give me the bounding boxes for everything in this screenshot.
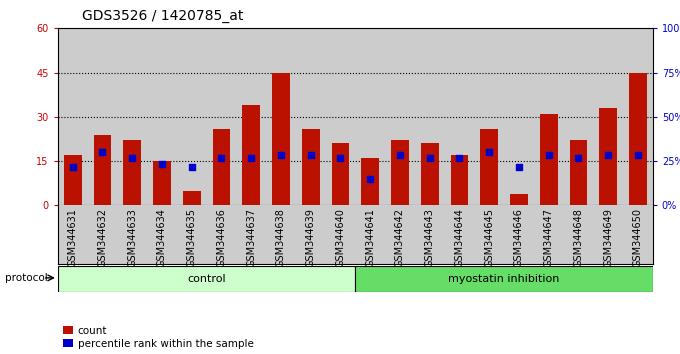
- Point: [543, 152, 554, 158]
- Legend: count, percentile rank within the sample: count, percentile rank within the sample: [63, 326, 254, 349]
- Point: [483, 149, 494, 155]
- Point: [186, 164, 197, 170]
- Text: GSM344633: GSM344633: [127, 208, 137, 267]
- Bar: [480, 129, 498, 205]
- Bar: [58, 266, 355, 292]
- Bar: [153, 161, 171, 205]
- Bar: [332, 143, 350, 205]
- Text: GSM344644: GSM344644: [454, 208, 464, 267]
- Text: protocol: protocol: [5, 273, 48, 283]
- Bar: [391, 141, 409, 205]
- Point: [305, 152, 316, 158]
- Text: GSM344637: GSM344637: [246, 208, 256, 267]
- Text: GSM344642: GSM344642: [395, 208, 405, 267]
- Bar: [361, 158, 379, 205]
- Point: [364, 176, 375, 182]
- Point: [216, 155, 227, 161]
- Text: GSM344632: GSM344632: [97, 208, 107, 267]
- Bar: [540, 114, 558, 205]
- Text: myostatin inhibition: myostatin inhibition: [448, 274, 560, 284]
- Text: GSM344641: GSM344641: [365, 208, 375, 267]
- Bar: [213, 129, 231, 205]
- Point: [335, 155, 346, 161]
- Bar: [570, 141, 588, 205]
- Text: GDS3526 / 1420785_at: GDS3526 / 1420785_at: [82, 9, 243, 23]
- Bar: [599, 108, 617, 205]
- Bar: [421, 143, 439, 205]
- Bar: [272, 73, 290, 205]
- Point: [424, 155, 435, 161]
- Text: GSM344639: GSM344639: [306, 208, 316, 267]
- Bar: [242, 105, 260, 205]
- Text: GSM344648: GSM344648: [573, 208, 583, 267]
- Text: GSM344645: GSM344645: [484, 208, 494, 267]
- Point: [454, 155, 465, 161]
- Bar: [450, 155, 469, 205]
- Text: GSM344640: GSM344640: [335, 208, 345, 267]
- Point: [156, 161, 167, 167]
- Text: GSM344635: GSM344635: [187, 208, 197, 267]
- Point: [573, 155, 584, 161]
- Text: GSM344636: GSM344636: [216, 208, 226, 267]
- Point: [67, 164, 78, 170]
- Point: [126, 155, 137, 161]
- Point: [602, 152, 613, 158]
- Text: GSM344647: GSM344647: [544, 208, 554, 267]
- Point: [394, 152, 405, 158]
- Bar: [355, 266, 653, 292]
- Point: [97, 149, 108, 155]
- Bar: [510, 194, 528, 205]
- Point: [632, 152, 643, 158]
- Text: control: control: [187, 274, 226, 284]
- Text: GSM344634: GSM344634: [157, 208, 167, 267]
- Bar: [183, 190, 201, 205]
- Point: [245, 155, 256, 161]
- Text: GSM344650: GSM344650: [633, 208, 643, 267]
- Bar: [64, 155, 82, 205]
- Text: GSM344631: GSM344631: [68, 208, 78, 267]
- Text: GSM344649: GSM344649: [603, 208, 613, 267]
- Text: GSM344638: GSM344638: [276, 208, 286, 267]
- Bar: [123, 141, 141, 205]
- Text: GSM344643: GSM344643: [425, 208, 435, 267]
- Bar: [629, 73, 647, 205]
- Point: [275, 152, 286, 158]
- Text: GSM344646: GSM344646: [514, 208, 524, 267]
- Point: [513, 164, 524, 170]
- Bar: [94, 135, 112, 205]
- Bar: [302, 129, 320, 205]
